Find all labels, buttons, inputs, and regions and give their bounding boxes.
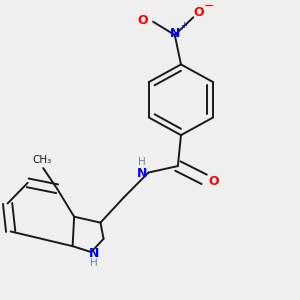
Text: CH₃: CH₃ <box>32 155 51 165</box>
Text: O: O <box>209 175 219 188</box>
Text: N: N <box>88 247 99 260</box>
Text: N: N <box>169 27 180 40</box>
Text: H: H <box>138 157 146 167</box>
Text: O: O <box>138 14 148 27</box>
Text: +: + <box>181 21 188 30</box>
Text: O: O <box>193 5 204 19</box>
Text: N: N <box>136 167 147 180</box>
Text: −: − <box>204 0 214 13</box>
Text: H: H <box>90 258 98 268</box>
